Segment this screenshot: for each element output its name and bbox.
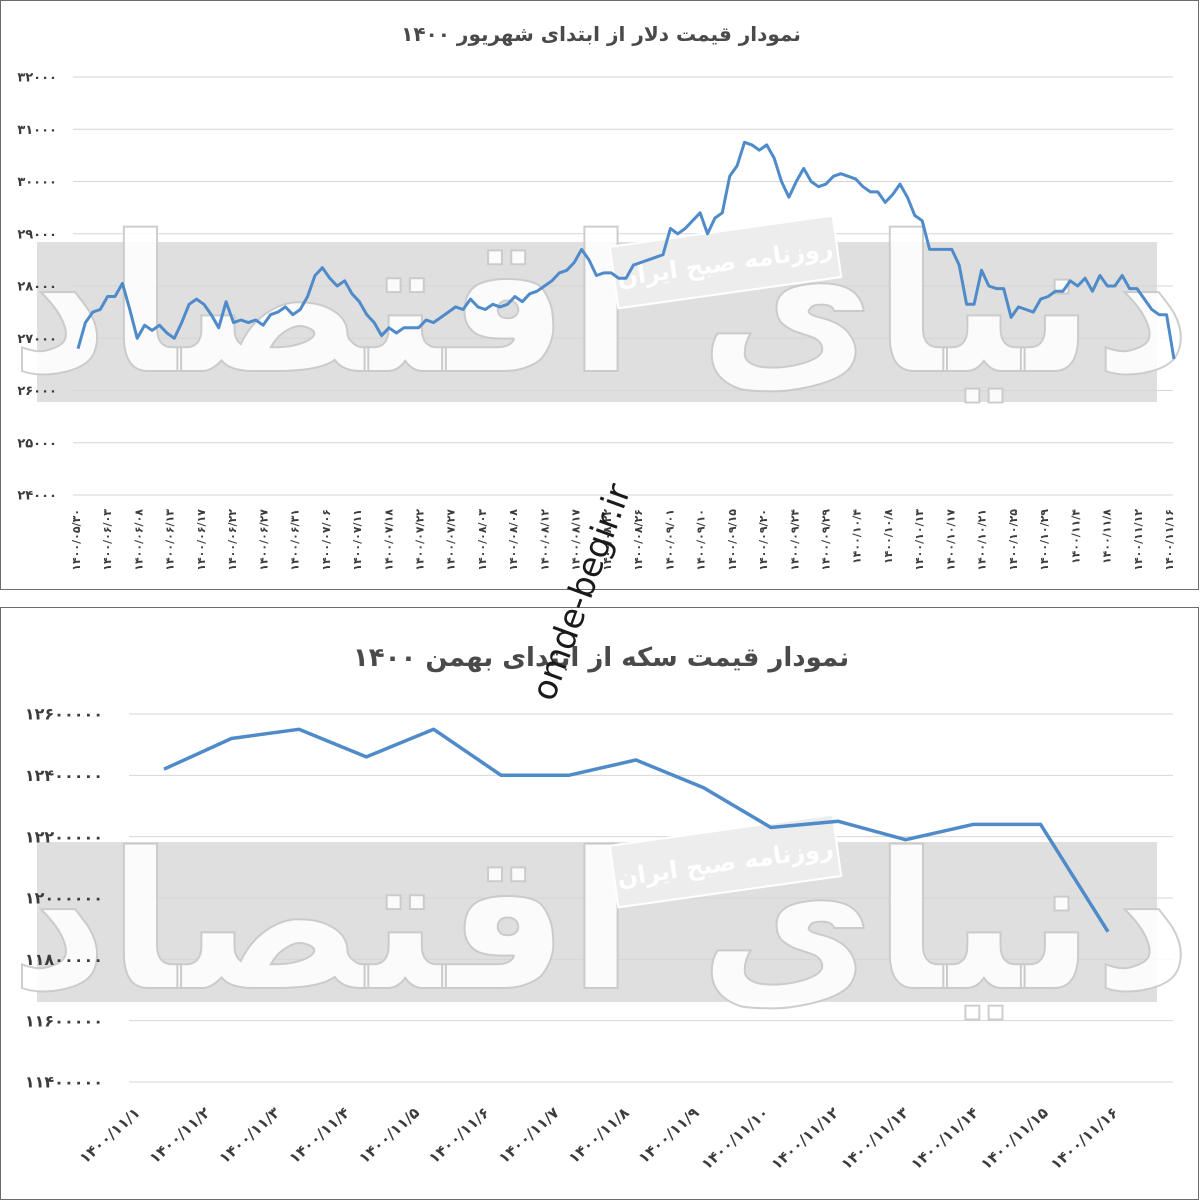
- x-axis-ticks: ۱۴۰۰/۱۱/۱ ۱۴۰۰/۱۱/۲ ۱۴۰۰/۱۱/۳ ۱۴۰۰/۱۱/۴ ۱۴۰۰…: [76, 1104, 1122, 1174]
- x-tick-label: ۱۴۰۰/۱۱/۱۰: [698, 1104, 773, 1174]
- x-tick-label: ۱۴۰۰/۰۸/۰۳: [476, 509, 489, 571]
- x-tick-label: ۱۴۰۰/۰۸/۰۸: [507, 509, 520, 571]
- dollar-chart: دنیای اقتصاد روزنامه صبح ایران نمودار قی…: [9, 22, 1192, 571]
- y-tick-label: ۱۱۶۰۰۰۰۰: [25, 1011, 103, 1030]
- x-tick-label: ۱۴۰۰/۰۹/۲۹: [820, 509, 833, 571]
- x-tick-label: ۱۴۰۰/۱۰/۴: [851, 509, 864, 564]
- y-tick-label: ۳۲۰۰۰: [17, 71, 57, 86]
- x-tick-label: ۱۴۰۰/۰۶/۱۷: [195, 509, 208, 571]
- x-tick-label: ۱۴۰۰/۱۰/۱۳: [913, 509, 926, 571]
- coin-chart-panel: دنیای اقتصاد روزنامه صبح ایران نمودار قی…: [0, 607, 1199, 1200]
- coin-chart: دنیای اقتصاد روزنامه صبح ایران نمودار قی…: [9, 643, 1192, 1174]
- y-gridlines: [129, 713, 1173, 1083]
- y-tick-label: ۲۷۰۰۰: [17, 332, 57, 347]
- x-tick-label: ۱۴۰۰/۰۶/۳۱: [289, 509, 302, 571]
- x-tick-label: ۱۴۰۰/۱۱/۹: [635, 1104, 703, 1168]
- x-tick-label: ۱۴۰۰/۱۱/۵: [355, 1104, 423, 1168]
- x-tick-label: ۱۴۰۰/۱۱/۱۲: [768, 1104, 843, 1174]
- y-tick-label: ۱۲۰۰۰۰۰۰: [25, 889, 103, 908]
- dollar-chart-panel: دنیای اقتصاد روزنامه صبح ایران نمودار قی…: [0, 0, 1199, 590]
- x-tick-label: ۱۴۰۰/۰۵/۳۰: [70, 509, 83, 571]
- brand-watermark: دنیای اقتصاد: [10, 812, 1191, 1033]
- x-tick-label: ۱۴۰۰/۰۷/۱۸: [382, 509, 395, 571]
- y-tick-label: ۲۸۰۰۰: [17, 280, 57, 295]
- y-axis-ticks: ۳۲۰۰۰ ۳۱۰۰۰ ۳۰۰۰۰ ۲۹۰۰۰ ۲۸۰۰۰ ۲۷۰۰۰ ۲۶۰۰۰ ۲۵۰۰۰…: [17, 71, 57, 504]
- x-tick-label: ۱۴۰۰/۱۱/۱۶: [1163, 509, 1176, 571]
- x-tick-label: ۱۴۰۰/۰۷/۲۷: [445, 509, 458, 571]
- watermark-layer: دنیای اقتصاد روزنامه صبح ایران: [9, 194, 1192, 417]
- x-tick-label: ۱۴۰۰/۱۱/۱۵: [977, 1104, 1052, 1174]
- y-tick-label: ۱۲۲۰۰۰۰۰: [25, 827, 103, 846]
- x-tick-label: ۱۴۰۰/۰۶/۱۳: [164, 509, 177, 571]
- x-tick-label: ۱۴۰۰/۰۶/۲۲: [226, 509, 239, 571]
- y-tick-label: ۲۵۰۰۰: [17, 436, 57, 451]
- data-points: [163, 729, 1109, 932]
- x-tick-label: ۱۴۰۰/۰۸/۲۲: [601, 509, 614, 571]
- y-tick-label: ۳۰۰۰۰: [17, 175, 57, 190]
- x-tick-label: ۱۴۰۰/۰۹/۲۴: [788, 509, 801, 571]
- x-tick-label: ۱۴۰۰/۱۱/۴: [1069, 509, 1082, 564]
- x-tick-label: ۱۴۰۰/۰۷/۰۶: [320, 509, 333, 571]
- data-points: [77, 142, 1175, 360]
- source-label-box: [608, 813, 843, 909]
- x-tick-label: ۱۴۰۰/۱۰/۱۷: [944, 509, 957, 571]
- y-axis-ticks: ۱۲۶۰۰۰۰۰ ۱۲۴۰۰۰۰۰ ۱۲۲۰۰۰۰۰ ۱۲۰۰۰۰۰۰ ۱۱۸۰۰۰۰۰…: [25, 705, 103, 1092]
- x-tick-label: ۱۴۰۰/۱۱/۱۲: [1132, 509, 1145, 571]
- y-tick-label: ۱۲۶۰۰۰۰۰: [25, 705, 103, 724]
- x-tick-label: ۱۴۰۰/۱۰/۲۱: [976, 509, 989, 571]
- x-axis-ticks: ۱۴۰۰/۰۵/۳۰ ۱۴۰۰/۰۶/۰۳ ۱۴۰۰/۰۶/۰۸ ۱۴۰۰/۰۶/۱۳…: [70, 509, 1176, 571]
- x-tick-label: ۱۴۰۰/۱۱/۱۶: [1047, 1104, 1122, 1174]
- brand-watermark: دنیای اقتصاد: [10, 195, 1191, 416]
- y-tick-label: ۱۱۸۰۰۰۰۰: [25, 950, 103, 969]
- x-tick-label: ۱۴۰۰/۱۱/۷: [495, 1104, 563, 1168]
- watermark-band: [37, 242, 1157, 402]
- x-tick-label: ۱۴۰۰/۱۱/۳: [216, 1104, 284, 1168]
- x-tick-label: ۱۴۰۰/۰۹/۲۰: [757, 509, 770, 571]
- y-tick-label: ۲۹۰۰۰: [17, 227, 57, 242]
- x-tick-label: ۱۴۰۰/۱۱/۱۳: [837, 1104, 912, 1174]
- x-tick-label: ۱۴۰۰/۰۸/۲۶: [632, 509, 645, 571]
- x-tick-label: ۱۴۰۰/۰۶/۲۷: [257, 509, 270, 571]
- x-tick-label: ۱۴۰۰/۰۹/۰۱: [663, 509, 676, 571]
- x-tick-label: ۱۴۰۰/۰۸/۱۷: [570, 509, 583, 571]
- chart-title: نمودار قیمت دلار از ابتدای شهریور ۱۴۰۰: [401, 22, 801, 46]
- y-tick-label: ۲۶۰۰۰: [17, 384, 57, 399]
- x-tick-label: ۱۴۰۰/۱۰/۸: [882, 509, 895, 564]
- x-tick-label: ۱۴۰۰/۰۹/۱۵: [726, 509, 739, 571]
- y-tick-label: ۱۱۴۰۰۰۰۰: [25, 1073, 103, 1092]
- x-tick-label: ۱۴۰۰/۰۷/۱۱: [351, 509, 364, 571]
- x-tick-label: ۱۴۰۰/۰۸/۱۲: [538, 509, 551, 571]
- x-tick-label: ۱۴۰۰/۰۶/۰۸: [133, 509, 146, 571]
- x-tick-label: ۱۴۰۰/۰۷/۲۲: [414, 509, 427, 571]
- x-tick-label: ۱۴۰۰/۱۱/۸: [565, 1104, 633, 1168]
- y-tick-label: ۲۴۰۰۰: [17, 489, 57, 504]
- x-tick-label: ۱۴۰۰/۰۹/۱۰: [695, 509, 708, 571]
- x-tick-label: ۱۴۰۰/۱۱/۴: [285, 1104, 353, 1168]
- watermark-layer: دنیای اقتصاد روزنامه صبح ایران: [9, 811, 1192, 1034]
- x-tick-label: ۱۴۰۰/۱۱/۸: [1101, 509, 1114, 564]
- x-tick-label: ۱۴۰۰/۱۱/۱۴: [907, 1104, 982, 1174]
- x-tick-label: ۱۴۰۰/۱۰/۲۹: [1038, 509, 1051, 571]
- x-tick-label: ۱۴۰۰/۰۶/۰۳: [101, 509, 114, 571]
- chart-title: نمودار قیمت سکه از ابتدای بهمن ۱۴۰۰: [353, 643, 849, 673]
- x-tick-label: ۱۴۰۰/۱۱/۶: [425, 1104, 493, 1168]
- x-tick-label: ۱۴۰۰/۱۱/۲: [146, 1104, 214, 1168]
- x-tick-label: ۱۴۰۰/۱۱/۱: [76, 1104, 144, 1168]
- watermark-band: [37, 842, 1157, 1002]
- x-tick-label: ۱۴۰۰/۱۰/۲۵: [1007, 509, 1020, 571]
- y-tick-label: ۳۱۰۰۰: [17, 123, 57, 138]
- source-label-box: [608, 214, 843, 310]
- y-gridlines: [73, 76, 1173, 496]
- y-tick-label: ۱۲۴۰۰۰۰۰: [25, 766, 103, 785]
